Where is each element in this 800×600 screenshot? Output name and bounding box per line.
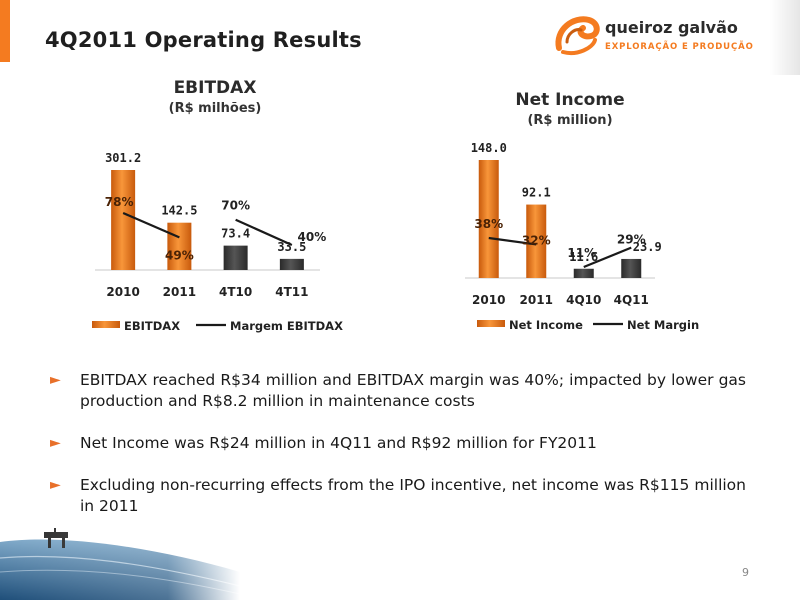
x-tick-label: 4Q11 <box>614 293 649 307</box>
legend-label: Margem EBITDAX <box>230 319 343 333</box>
bar-4Q11 <box>621 258 642 278</box>
x-tick-label: 4Q10 <box>566 293 601 307</box>
chart-title: Net Income <box>515 90 624 110</box>
logo-subtitle: EXPLORAÇÃO E PRODUÇÃO <box>605 42 754 52</box>
page-number: 9 <box>742 566 749 579</box>
x-tick-label: 4T11 <box>275 285 308 299</box>
legend-label: Net Income <box>509 318 583 332</box>
chart-subtitle: (R$ million) <box>527 113 612 128</box>
bar-value-label: 301.2 <box>105 151 141 165</box>
swirl-logo-icon <box>555 16 600 55</box>
header-accent-bar <box>0 0 10 62</box>
bullet-text: Net Income was R$24 million in 4Q11 and … <box>80 434 597 452</box>
bar-value-label: 148.0 <box>471 141 507 155</box>
margin-value-label: 40% <box>298 230 327 244</box>
bar-value-label: 92.1 <box>522 186 551 200</box>
margin-line-segment <box>235 218 293 247</box>
bullet-item: ► Net Income was R$24 million in 4Q11 an… <box>50 433 746 454</box>
arrow-right-icon: ► <box>50 477 61 493</box>
bar-4T10 <box>223 245 248 270</box>
bar-value-label: 73.4 <box>221 227 250 241</box>
bar-2011 <box>526 204 547 278</box>
chart-title: EBITDAX <box>174 78 257 98</box>
bullet-item: ► EBITDAX reached R$34 million and EBITD… <box>50 370 746 412</box>
x-tick-label: 4T10 <box>219 285 252 299</box>
x-tick-label: 2010 <box>472 293 505 307</box>
margin-value-label: 11% <box>567 246 596 260</box>
legend-label: Net Margin <box>627 318 699 332</box>
chart-subtitle: (R$ milhões) <box>169 101 262 116</box>
bullet-text: EBITDAX reached R$34 million and EBITDAX… <box>80 371 746 410</box>
margin-line-segment <box>122 211 180 239</box>
company-logo: queiroz galvão EXPLORAÇÃO E PRODUÇÃO <box>553 12 753 62</box>
margin-line-segment <box>583 246 632 269</box>
margin-line-segment <box>488 236 537 246</box>
x-tick-label: 2010 <box>106 285 139 299</box>
ebitdax-chart: EBITDAX (R$ milhões) 301.2 2010 142.5 2011 73.… <box>92 78 343 333</box>
bar-2010 <box>478 160 499 278</box>
legend-label: EBITDAX <box>124 319 180 333</box>
arrow-right-icon: ► <box>50 435 61 451</box>
margin-value-label: 78% <box>105 195 134 209</box>
bar-value-label: 33.5 <box>277 240 306 254</box>
logo-name: queiroz galvão <box>605 18 738 37</box>
margin-value-label: 38% <box>474 217 503 231</box>
legend-bar-swatch <box>92 321 120 328</box>
bar-2011 <box>167 222 192 270</box>
bullet-item: ► Excluding non-recurring effects from t… <box>50 475 746 517</box>
page-title: 4Q2011 Operating Results <box>45 28 362 52</box>
bar-value-label: 11.6 <box>569 250 598 264</box>
margin-value-label: 49% <box>165 248 194 262</box>
bar-4Q10 <box>573 268 594 278</box>
arrow-right-icon: ► <box>50 372 61 388</box>
header-shade <box>770 0 800 75</box>
margin-value-label: 70% <box>221 199 250 213</box>
bar-2010 <box>111 170 136 270</box>
margin-value-label: 29% <box>617 233 646 247</box>
bullet-list: ► EBITDAX reached R$34 million and EBITD… <box>50 370 746 538</box>
bullet-text: Excluding non-recurring effects from the… <box>80 476 746 515</box>
bar-value-label: 23.9 <box>633 240 662 254</box>
legend-bar-swatch <box>477 320 505 327</box>
bar-4T11 <box>279 258 304 270</box>
bar-value-label: 142.5 <box>161 204 197 218</box>
offshore-platform-image <box>0 528 240 600</box>
net-income-chart: Net Income (R$ million) 148.0 2010 92.1 2011 1… <box>465 90 699 332</box>
x-tick-label: 2011 <box>163 285 196 299</box>
margin-value-label: 32% <box>522 233 551 247</box>
x-tick-label: 2011 <box>520 293 553 307</box>
